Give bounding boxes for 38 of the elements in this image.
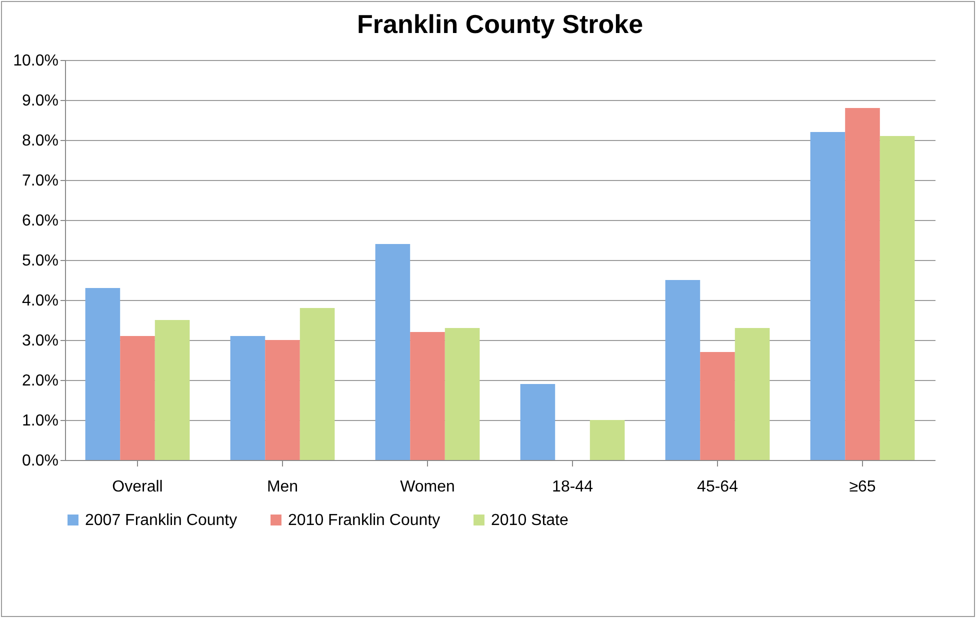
y-tick-label: 7.0% (22, 172, 58, 190)
y-tick-label: 10.0% (13, 52, 58, 70)
x-tick-label: Overall (112, 478, 163, 496)
bar (230, 336, 266, 460)
x-tick-label: ≥65 (849, 478, 876, 496)
bar (300, 308, 335, 460)
x-tick-label: Men (266, 478, 298, 496)
x-tick-label: Women (400, 478, 455, 496)
bar (734, 328, 770, 460)
legend-label: 2010 State (491, 512, 568, 529)
legend-label: 2007 Franklin County (85, 512, 238, 529)
y-tick-label: 6.0% (22, 212, 58, 230)
bar (444, 328, 480, 460)
bar (85, 288, 120, 460)
bar (120, 336, 155, 460)
y-tick-label: 1.0% (22, 412, 58, 430)
y-tick-label: 3.0% (22, 332, 58, 350)
bar (665, 280, 700, 460)
bar (810, 132, 846, 460)
bar (700, 352, 735, 460)
bar (520, 384, 556, 460)
legend-label: 2010 Franklin County (288, 512, 440, 529)
bar (265, 340, 300, 460)
y-tick-label: 0.0% (22, 452, 58, 470)
y-tick-label: 9.0% (22, 92, 58, 110)
bar (154, 320, 190, 460)
y-tick-label: 4.0% (22, 292, 58, 310)
x-tick-label: 45-64 (697, 478, 738, 496)
bar (375, 244, 410, 460)
x-tick-label: 18-44 (552, 478, 594, 496)
y-tick-label: 2.0% (22, 372, 58, 390)
chart-title: Franklin County Stroke (356, 9, 644, 39)
y-tick-label: 8.0% (22, 132, 58, 150)
bar (845, 108, 880, 460)
bar (590, 420, 625, 460)
bar (880, 136, 915, 460)
bar (410, 332, 445, 460)
y-tick-label: 5.0% (22, 252, 58, 270)
